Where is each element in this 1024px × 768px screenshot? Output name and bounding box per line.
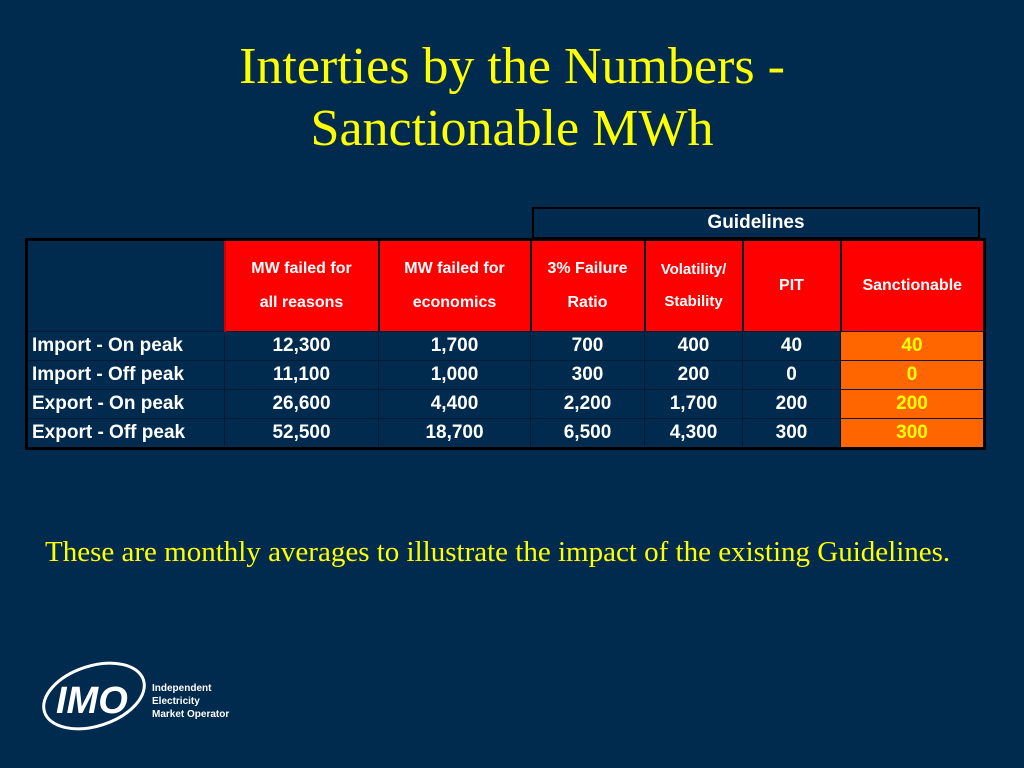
table-cell: 400 [644, 331, 743, 361]
table-cell: 18,700 [378, 418, 531, 449]
table-cell: 11,100 [224, 360, 379, 390]
column-header-line: MW failed for [404, 260, 505, 277]
table-cell: 1,700 [378, 331, 531, 361]
table-cell: 52,500 [224, 418, 379, 449]
column-header-line: all reasons [259, 294, 344, 311]
table-header-blank [26, 239, 226, 332]
column-header-failure-ratio: 3% Failure Ratio [530, 239, 646, 332]
table-row: Export - On peak 26,600 4,400 2,200 1,70… [26, 389, 985, 419]
table-row: Import - Off peak 11,100 1,000 300 200 0… [26, 360, 985, 390]
table-cell: 26,600 [224, 389, 379, 419]
table-cell: 1,000 [378, 360, 531, 390]
table-row: Export - Off peak 52,500 18,700 6,500 4,… [26, 418, 985, 449]
table-cell: 40 [742, 331, 841, 361]
logo-line: Electricity [152, 696, 200, 707]
table-cell: 2,200 [530, 389, 645, 419]
table-cell: 4,300 [644, 418, 743, 449]
column-header-pit: PIT [742, 239, 842, 332]
table-cell: 6,500 [530, 418, 645, 449]
column-header-line: PIT [779, 277, 804, 294]
column-header-mw-failed-all: MW failed for all reasons [224, 239, 380, 332]
imo-logo-mark: IMO [56, 680, 128, 722]
table-header-row: MW failed for all reasons MW failed for … [26, 239, 986, 332]
interties-table: MW failed for all reasons MW failed for … [25, 238, 986, 450]
column-header-volatility: Volatility/ Stability [644, 239, 744, 332]
logo-line: Market Operator [152, 709, 230, 720]
slide-title-line-2: Sanctionable MWh [310, 100, 714, 157]
column-header-line: Volatility/ [660, 261, 727, 278]
sanctionable-cell: 300 [840, 418, 985, 449]
imo-logo: IMO [42, 661, 146, 731]
footnote-text: These are monthly averages to illustrate… [45, 536, 951, 568]
table-cell: 200 [644, 360, 743, 390]
slide-title-line-1: Interties by the Numbers - [239, 38, 785, 95]
table-cell: 1,700 [644, 389, 743, 419]
sanctionable-cell: 0 [840, 360, 985, 390]
table-row: Import - On peak 12,300 1,700 700 400 40… [26, 331, 985, 361]
column-header-line: Sanctionable [862, 277, 963, 294]
column-header-line: economics [412, 294, 497, 311]
row-label: Export - On peak [26, 389, 225, 419]
table-cell: 0 [742, 360, 841, 390]
slide-title: Interties by the Numbers - Sanctionable … [0, 36, 1024, 160]
table-cell: 4,400 [378, 389, 531, 419]
column-header-mw-failed-economics: MW failed for economics [378, 239, 532, 332]
table-cell: 300 [530, 360, 645, 390]
table-cell: 300 [742, 418, 841, 449]
row-label: Import - On peak [26, 331, 225, 361]
column-header-line: Stability [664, 293, 723, 310]
logo-line: Independent [152, 683, 212, 694]
logo-wordmark: Independent Electricity Market Operator [152, 682, 229, 721]
sanctionable-cell: 40 [840, 331, 985, 361]
table-cell: 12,300 [224, 331, 379, 361]
table-cell: 700 [530, 331, 645, 361]
sanctionable-cell: 200 [840, 389, 985, 419]
row-label: Import - Off peak [26, 360, 225, 390]
column-header-sanctionable: Sanctionable [840, 239, 986, 332]
column-header-line: Ratio [567, 294, 608, 311]
column-header-line: MW failed for [251, 260, 352, 277]
row-label: Export - Off peak [26, 418, 225, 449]
guidelines-group-header: Guidelines [532, 207, 980, 239]
column-header-line: 3% Failure [547, 260, 628, 277]
table-cell: 200 [742, 389, 841, 419]
